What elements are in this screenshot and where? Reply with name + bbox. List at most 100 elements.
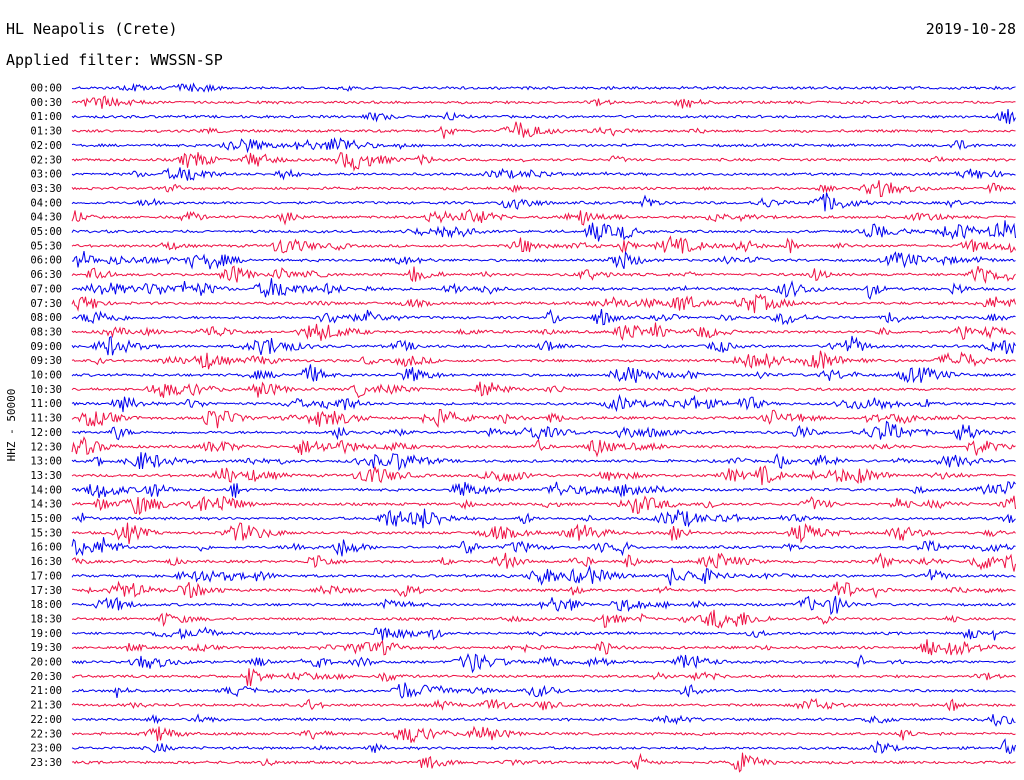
row-time-label: 10:30 [30,384,62,396]
row-time-label: 00:00 [30,83,62,95]
seismic-trace-row [71,278,1016,300]
row-time-label: 12:00 [30,427,62,439]
seismic-trace-row [71,436,1016,458]
row-time-label: 18:00 [30,599,62,611]
row-time-label: 22:30 [30,728,62,740]
seismic-trace-row [71,552,1016,572]
seismic-trace-row [71,564,1016,586]
row-time-label: 17:30 [30,585,62,597]
seismic-trace-row [71,420,1016,441]
seismic-trace-row [71,495,1016,516]
row-time-label: 13:00 [30,456,62,468]
seismic-trace-row [71,137,1016,154]
row-time-label: 20:00 [30,657,62,669]
seismic-trace-row [71,250,1016,270]
seismic-trace-row [71,235,1016,254]
seismic-trace-row [71,452,1016,472]
row-time-label: 12:30 [30,441,62,453]
seismic-trace-row [71,180,1016,198]
row-time-label: 11:30 [30,413,62,425]
row-time-label: 19:30 [30,642,62,654]
seismic-trace-row [71,738,1016,755]
row-time-label: 14:30 [30,499,62,511]
seismic-trace-row [71,697,1016,712]
seismic-trace-row [71,609,1016,629]
seismic-trace-row [71,381,1016,399]
seismic-trace-row [71,713,1016,727]
seismic-trace-row [71,537,1016,557]
seismic-trace-row [71,265,1016,285]
seismic-trace-row [71,682,1016,699]
seismic-trace-row [71,653,1016,674]
station-title: HL Neapolis (Crete) [6,20,178,38]
seismic-trace-row [71,192,1016,212]
row-time-label: 17:00 [30,570,62,582]
seismic-trace-row [71,522,1016,545]
row-time-label: 23:00 [30,743,62,755]
row-time-label: 15:30 [30,527,62,539]
row-time-label: 11:00 [30,398,62,410]
row-time-label: 15:00 [30,513,62,525]
seismic-trace-row [71,626,1016,641]
time-label-group: 00:00 00:30 01:00 01:30 02:00 02:30 03:00 03:30… [30,83,62,769]
filter-label: Applied filter: WWSSN-SP [6,51,223,69]
row-time-label: 00:30 [30,97,62,109]
row-time-label: 06:00 [30,255,62,267]
seismic-trace-row [71,308,1016,326]
row-time-label: 19:00 [30,628,62,640]
seismic-trace-row [71,639,1016,656]
row-time-label: 20:30 [30,671,62,683]
seismic-trace-row [71,95,1016,109]
row-time-label: 04:30 [30,212,62,224]
row-time-label: 23:30 [30,757,62,769]
channel-label: HHZ - 50000 [5,389,18,462]
seismic-trace-row [71,752,1016,773]
date-label: 2019-10-28 [925,20,1016,38]
row-time-label: 07:00 [30,283,62,295]
seismic-trace-row [71,350,1016,370]
row-time-label: 05:00 [30,226,62,238]
seismic-trace-row [71,322,1016,341]
row-time-label: 08:30 [30,326,62,338]
row-time-label: 02:30 [30,154,62,166]
row-time-label: 18:30 [30,613,62,625]
row-time-label: 16:00 [30,542,62,554]
trace-group [71,82,1016,773]
seismic-trace-row [71,364,1016,384]
seismic-trace-row [71,167,1016,181]
seismic-trace-row [71,208,1016,226]
row-time-label: 05:30 [30,240,62,252]
row-time-label: 21:00 [30,685,62,697]
seismic-trace-row [71,82,1016,93]
row-time-label: 09:00 [30,341,62,353]
row-time-label: 10:00 [30,370,62,382]
row-time-label: 06:30 [30,269,62,281]
row-time-label: 04:00 [30,197,62,209]
seismic-trace-row [71,152,1016,172]
row-time-label: 22:00 [30,714,62,726]
seismic-trace-row [71,580,1016,599]
row-time-label: 02:00 [30,140,62,152]
seismic-trace-row [71,508,1016,529]
seismic-trace-row [71,109,1016,125]
row-time-label: 14:00 [30,484,62,496]
row-time-label: 07:30 [30,298,62,310]
seismic-trace-row [71,465,1016,486]
seismic-trace-row [71,408,1016,429]
seismic-trace-row [71,725,1016,744]
row-time-label: 01:30 [30,126,62,138]
row-time-label: 13:30 [30,470,62,482]
row-time-label: 08:00 [30,312,62,324]
row-time-label: 09:30 [30,355,62,367]
seismic-trace-row [71,481,1016,499]
seismic-trace-row [71,393,1016,413]
row-time-label: 03:00 [30,169,62,181]
seismic-trace-row [71,121,1016,139]
row-time-label: 16:30 [30,556,62,568]
seismic-trace-row [71,668,1016,687]
seismic-trace-row [71,595,1016,616]
seismic-trace-row [71,335,1016,356]
seismic-trace-row [71,293,1016,314]
